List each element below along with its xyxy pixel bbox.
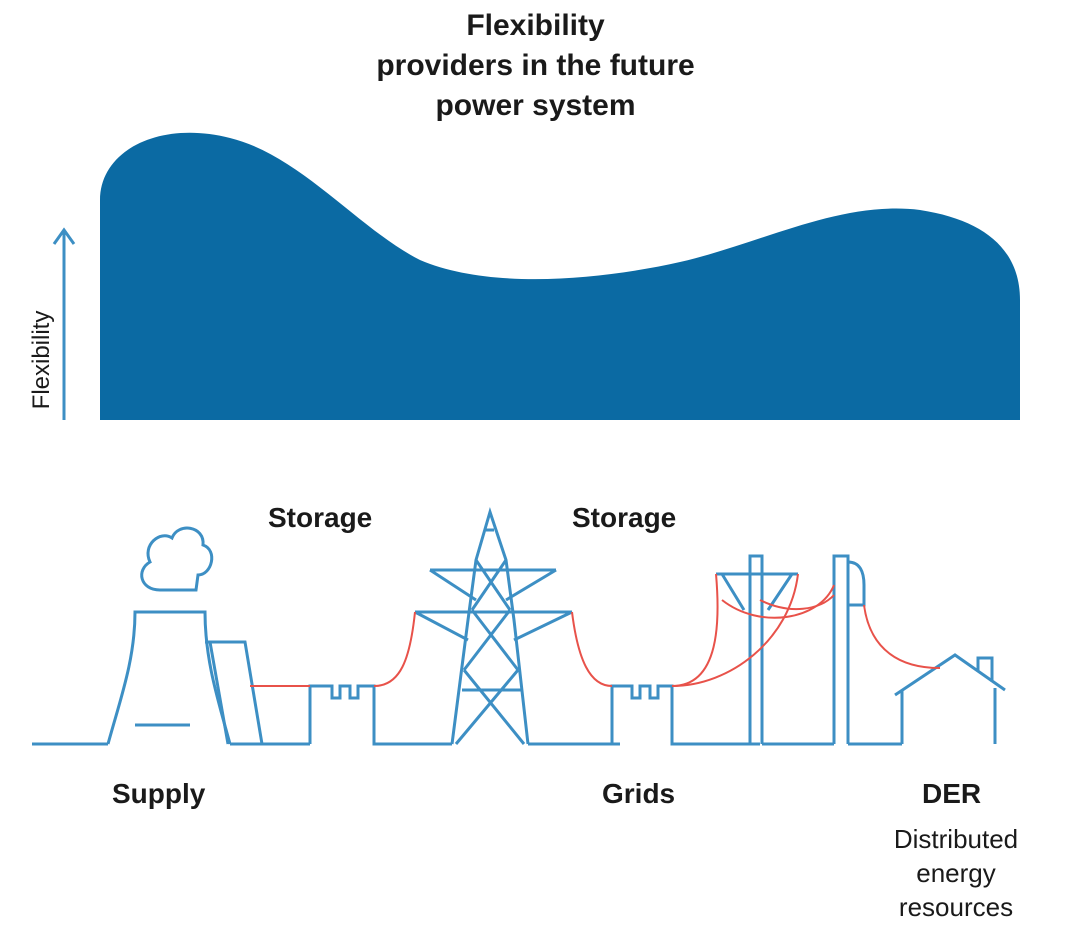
- der-label: DER: [922, 778, 982, 809]
- der-description-line-2: energy: [916, 858, 996, 888]
- title-line-3: power system: [435, 89, 636, 122]
- power-plant-icon: [106, 526, 264, 746]
- der-description: Distributed energy resources: [856, 822, 1056, 924]
- storage-building-right-icon: [610, 684, 760, 746]
- distribution-poles-icon: [716, 554, 902, 746]
- der-description-line-3: resources: [898, 892, 1014, 922]
- flexibility-area: [100, 132, 1020, 420]
- grids-label: Grids: [602, 778, 676, 809]
- storage-label-left: Storage: [268, 502, 373, 533]
- power-lines: [250, 573, 941, 687]
- house-icon: [894, 653, 1006, 744]
- y-axis-label: Flexibility: [22, 300, 62, 420]
- flexibility-axis-arrow: [52, 227, 76, 420]
- storage-label-right: Storage: [572, 502, 677, 533]
- storage-building-left-icon: [262, 684, 452, 746]
- y-axis-label-text: Flexibility: [28, 310, 55, 410]
- supply-label: Supply: [112, 778, 206, 809]
- title-line-1: Flexibility: [466, 9, 605, 42]
- der-description-line-1: Distributed: [893, 824, 1019, 854]
- title-line-2: providers in the future: [376, 49, 695, 82]
- diagram-title: Flexibility providers in the future powe…: [0, 6, 1071, 126]
- transmission-tower-icon: [414, 506, 620, 746]
